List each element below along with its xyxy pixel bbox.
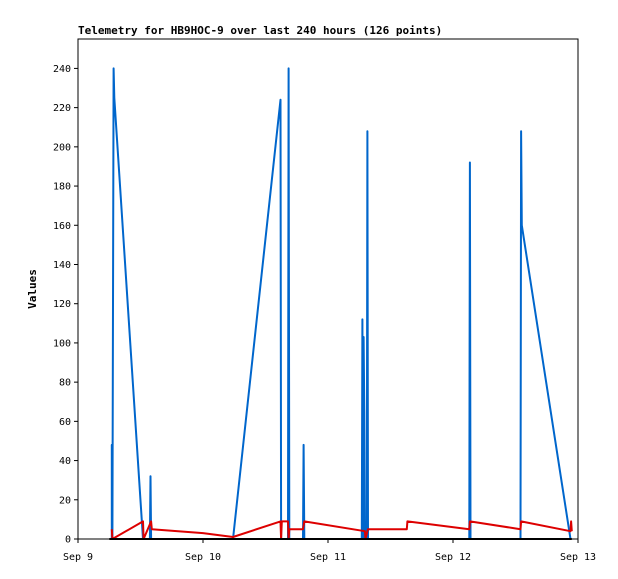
y-tick-label: 100	[53, 338, 71, 349]
chart-title: Telemetry for HB9HOC-9 over last 240 hou…	[78, 24, 442, 37]
x-tick-label: Sep 11	[310, 552, 346, 563]
y-tick-label: 120	[53, 299, 71, 310]
series-layer	[109, 67, 573, 540]
y-tick-label: 160	[53, 221, 71, 232]
x-tick-label: Sep 10	[185, 552, 221, 563]
series-line-2	[110, 520, 573, 540]
y-tick-label: 40	[59, 456, 71, 467]
x-tick-label: Sep 12	[435, 552, 471, 563]
y-tick-label: 240	[53, 64, 71, 75]
y-tick-label: 60	[59, 417, 71, 428]
x-axis: Sep 9 Sep 10 Sep 11 Sep 12 Sep 13	[63, 539, 596, 563]
y-tick-label: 220	[53, 103, 71, 114]
y-tick-label: 0	[65, 535, 71, 546]
y-axis: 0 20 40 60 80 100 120 140 160 180 200 220 240	[53, 64, 78, 546]
y-axis-label: Values	[26, 269, 39, 309]
y-tick-label: 200	[53, 142, 71, 153]
y-tick-label: 20	[59, 495, 71, 506]
x-tick-label: Sep 9	[63, 552, 93, 563]
y-tick-label: 80	[59, 378, 71, 389]
y-tick-label: 140	[53, 260, 71, 271]
y-tick-label: 180	[53, 182, 71, 193]
x-tick-label: Sep 13	[560, 552, 596, 563]
plot-area	[77, 38, 579, 540]
